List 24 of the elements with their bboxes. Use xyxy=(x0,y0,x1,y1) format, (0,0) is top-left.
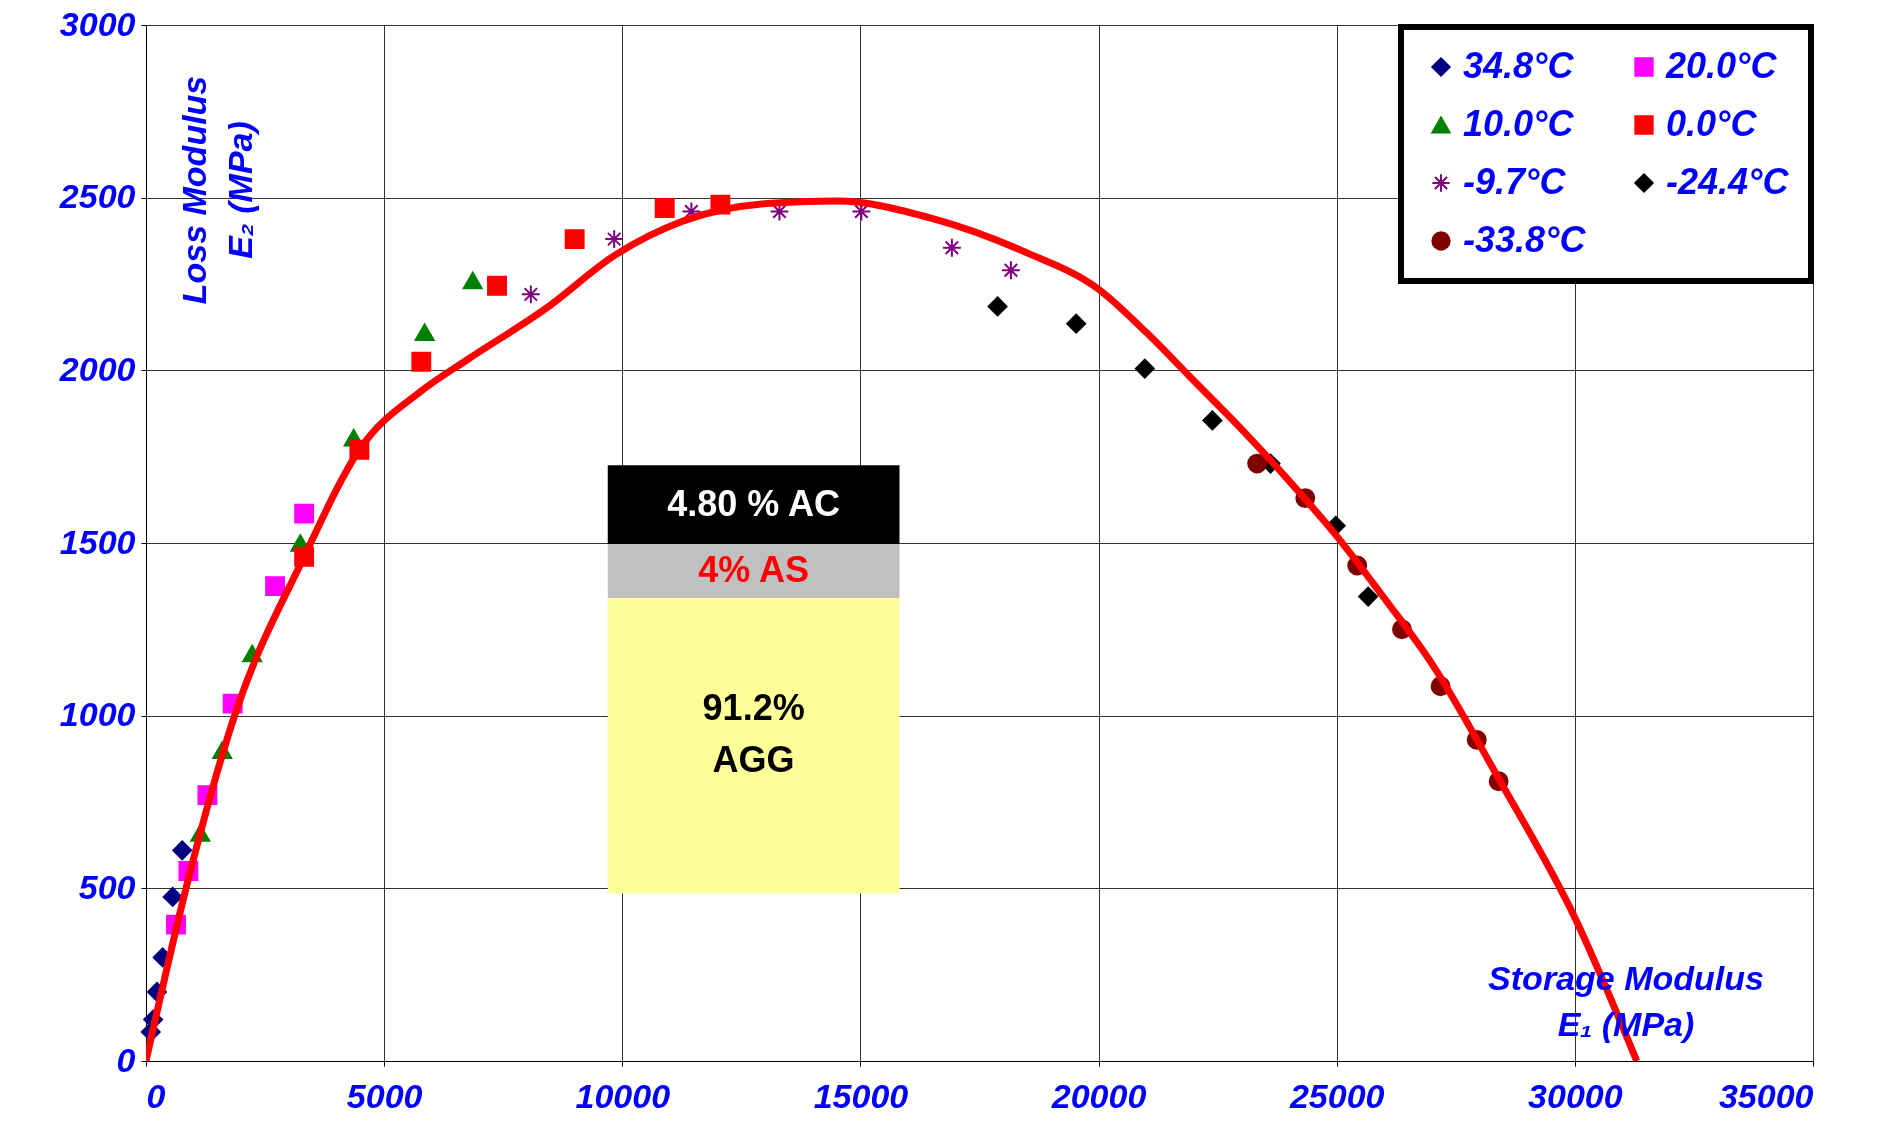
legend-label: 0.0°C xyxy=(1666,103,1758,144)
y-tick-label: 2000 xyxy=(58,349,136,388)
x-tick-label: 35000 xyxy=(1718,1076,1814,1115)
y-tick-label: 1000 xyxy=(59,695,136,734)
legend-label: 10.0°C xyxy=(1463,103,1575,144)
legend-label: 34.8°C xyxy=(1463,45,1575,86)
x-tick-label: 20000 xyxy=(1050,1076,1147,1115)
legend-label: 20.0°C xyxy=(1665,45,1778,86)
x-tick-label: 5000 xyxy=(346,1076,423,1115)
y-tick-label: 2500 xyxy=(58,177,136,216)
x-tick-label: 0 xyxy=(146,1076,166,1115)
annotation: 91.2% AGG xyxy=(702,686,805,780)
y-tick-label: 0 xyxy=(116,1040,136,1079)
y-tick-label: 500 xyxy=(78,867,136,906)
x-tick-label: 25000 xyxy=(1288,1076,1385,1115)
x-tick-label: 10000 xyxy=(575,1076,671,1115)
legend-label: -33.8°C xyxy=(1463,219,1587,260)
y-tick-label: 1500 xyxy=(59,522,136,561)
legend-label: -24.4°C xyxy=(1666,161,1790,202)
y-axis-title: Loss Modulus E₂ (MPa) xyxy=(175,75,259,305)
y-tick-label: 3000 xyxy=(59,4,136,43)
x-tick-label: 15000 xyxy=(813,1076,909,1115)
legend-label: -9.7°C xyxy=(1463,161,1567,202)
x-tick-label: 30000 xyxy=(1528,1076,1623,1115)
